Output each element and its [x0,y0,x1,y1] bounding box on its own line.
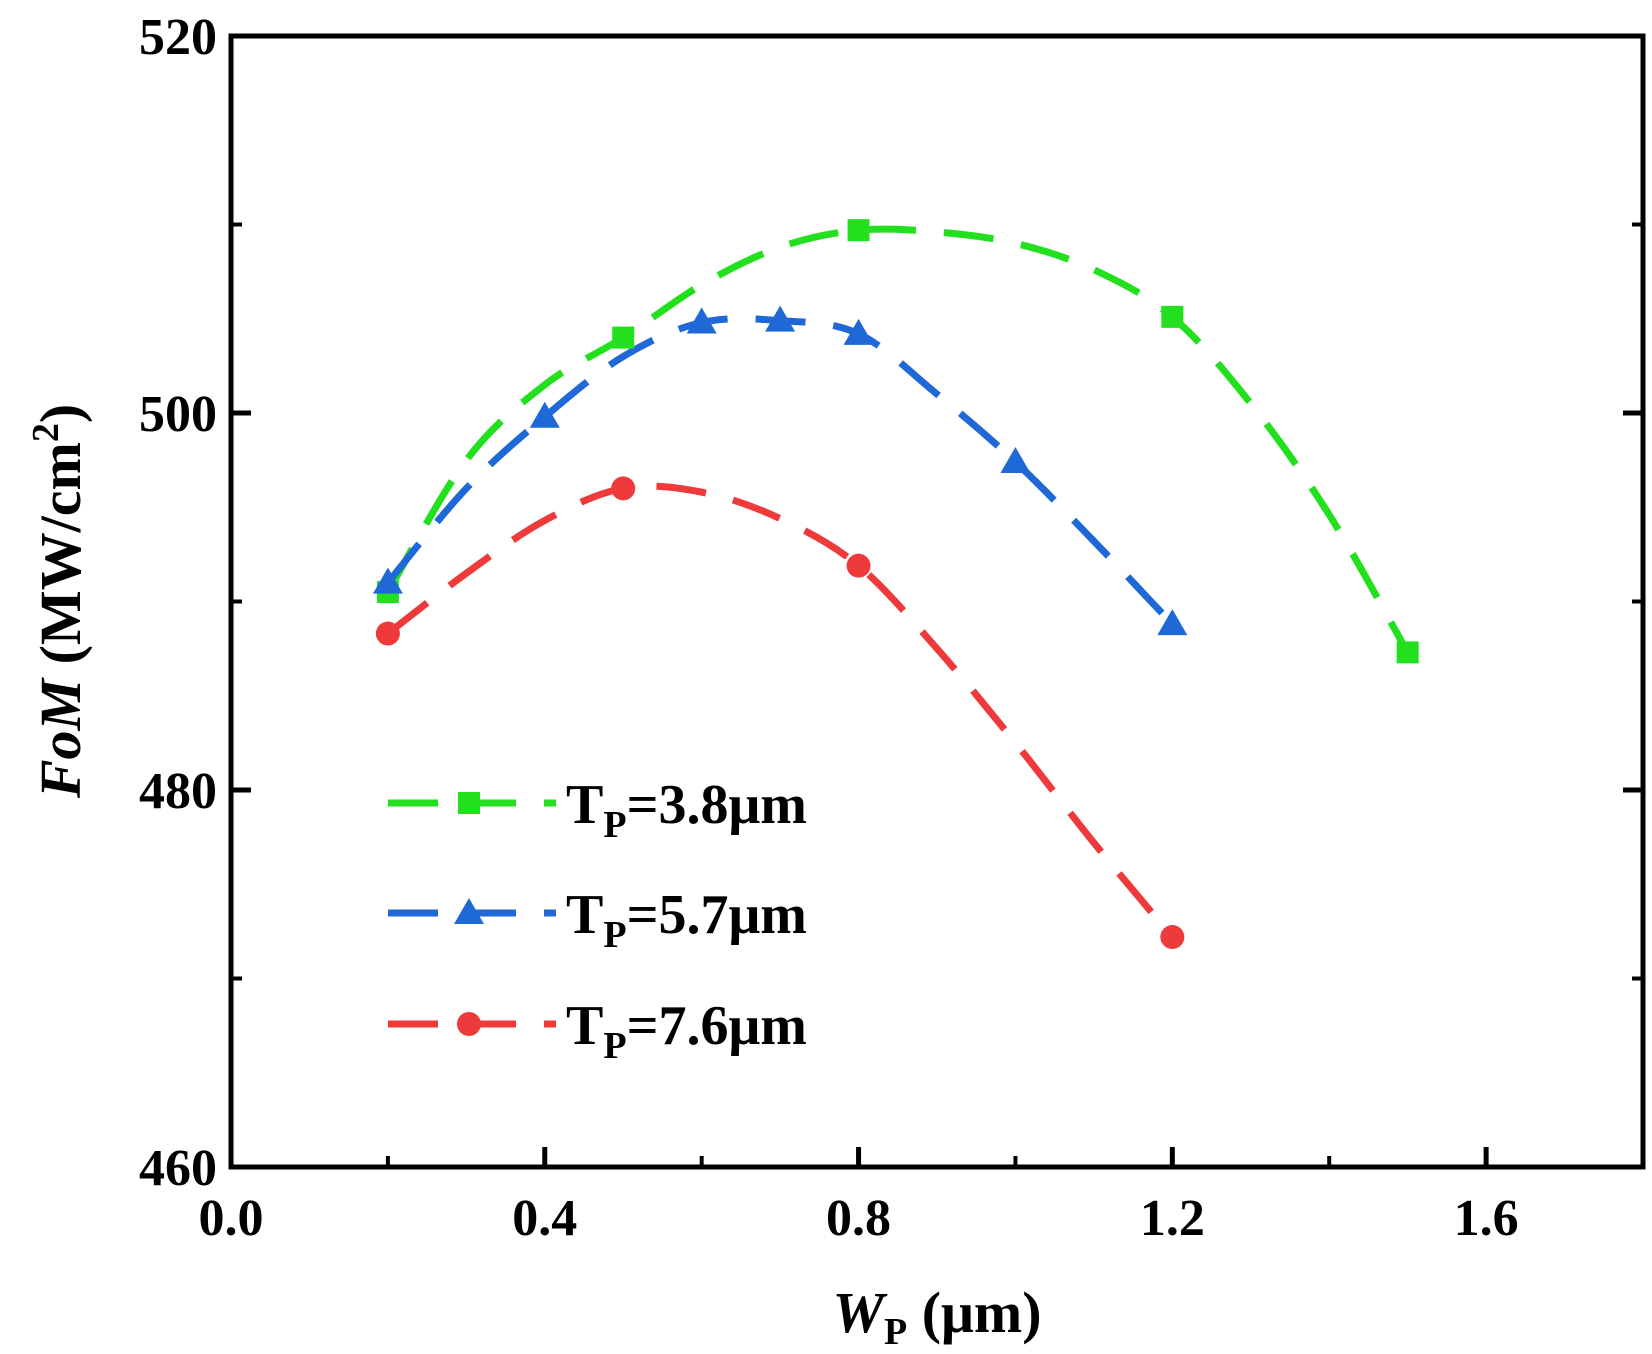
series-line-3 [385,482,1176,940]
x-tick-label: 0.0 [199,1190,264,1247]
legend: TP=3.8μm TP=5.7μm TP=7.6μm [388,774,807,1067]
data-point-2 [686,307,717,334]
x-tick-label: 1.2 [1140,1190,1205,1247]
series-markers [372,219,1419,950]
series-curves [384,225,1411,940]
x-tick-label: 0.8 [826,1190,891,1247]
axis-ticks [228,33,1643,1170]
y-axis-title: FoM (MW/cm2) [25,404,93,799]
data-point-3 [611,476,636,501]
data-point-1 [847,219,870,242]
y-tick-label: 500 [139,386,217,443]
legend-label-3: TP=7.6μm [566,995,807,1067]
data-point-2 [372,567,403,594]
series-line-2 [385,315,1175,627]
data-point-3 [375,621,400,646]
legend-marker-2 [454,898,484,924]
y-tick-label: 480 [139,763,217,820]
x-tick-label: 1.6 [1454,1190,1519,1247]
x-axis-title: WP (μm) [832,1280,1041,1353]
data-point-1 [1161,305,1184,328]
series-line-1 [384,225,1411,655]
data-point-2 [765,305,796,332]
data-point-2 [529,401,560,428]
data-point-2 [1157,609,1188,636]
legend-marker-1 [458,792,480,814]
legend-label-1: TP=3.8μm [566,774,807,846]
tick-labels: 0.0 0.4 0.8 1.2 1.6 460 480 500 520 [139,9,1519,1247]
legend-label-2: TP=5.7μm [566,884,807,956]
x-tick-label: 0.4 [512,1190,577,1247]
y-tick-label: 520 [139,9,217,66]
data-point-3 [1160,925,1185,950]
data-point-2 [843,318,874,345]
y-tick-label: 460 [139,1140,217,1197]
data-point-1 [1396,641,1419,664]
legend-marker-3 [457,1012,481,1036]
data-point-2 [1000,447,1031,474]
data-point-1 [612,326,635,349]
plot-frame [228,33,1646,1170]
data-point-3 [846,553,871,578]
